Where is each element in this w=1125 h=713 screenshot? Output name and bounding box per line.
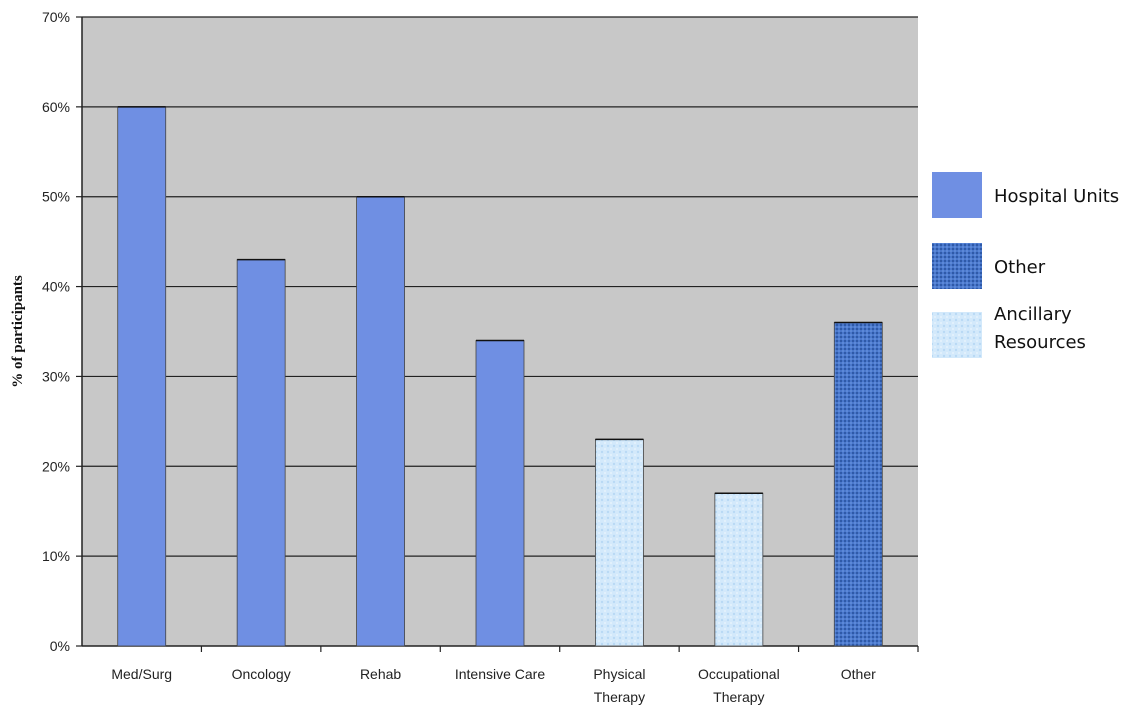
legend-swatch-other <box>932 243 982 289</box>
x-tick-label: Rehab <box>360 666 401 682</box>
legend-swatch-ancillary <box>932 312 982 358</box>
x-tick-label: Other <box>841 666 876 682</box>
bar-occupational-therapy <box>714 492 764 647</box>
y-tick-label: 50% <box>42 189 70 205</box>
legend-label-ancillary: Ancillary Resources <box>994 304 1086 353</box>
bar-intensive-care <box>475 340 525 647</box>
x-tick-label: Oncology <box>232 666 291 682</box>
bar-other <box>833 322 883 647</box>
bar-rehab <box>356 196 405 647</box>
x-tick-label: Occupational Therapy <box>698 666 780 705</box>
y-tick-label: 70% <box>42 9 70 25</box>
legend-label-hospital: Hospital Units <box>994 186 1119 207</box>
x-tick-label: Med/Surg <box>111 666 172 682</box>
bar-oncology <box>236 259 286 647</box>
y-tick-label: 40% <box>42 279 70 295</box>
legend-label-other: Other <box>994 257 1046 278</box>
x-tick-label: Physical Therapy <box>593 666 645 705</box>
y-tick-label: 20% <box>42 458 70 474</box>
y-axis-label: % of participants <box>10 275 26 388</box>
y-tick-label: 30% <box>42 368 70 384</box>
y-tick-label: 10% <box>42 548 70 564</box>
y-tick-label: 60% <box>42 99 70 115</box>
bar-med-surg <box>117 106 167 647</box>
x-tick-label: Intensive Care <box>455 666 545 682</box>
legend-swatch-hospital <box>932 172 982 218</box>
y-tick-label: 0% <box>50 638 70 654</box>
bar-physical-therapy <box>595 438 644 647</box>
